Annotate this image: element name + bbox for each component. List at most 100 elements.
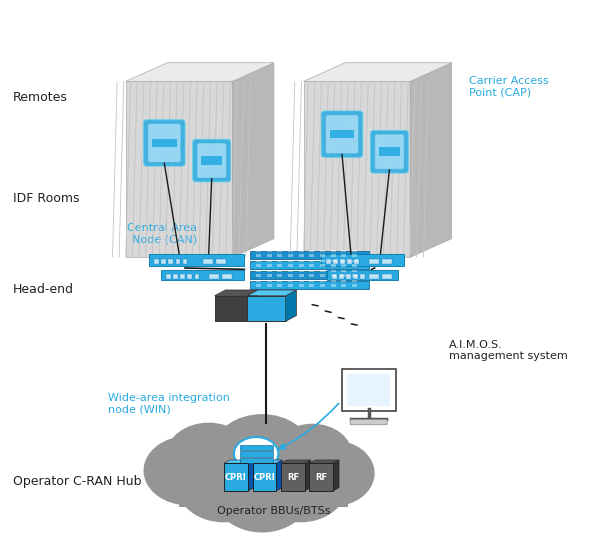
- Bar: [173, 274, 178, 279]
- Bar: [180, 274, 185, 279]
- Bar: [256, 264, 261, 267]
- Bar: [194, 274, 199, 279]
- Bar: [382, 274, 392, 279]
- Polygon shape: [247, 290, 296, 296]
- Bar: [352, 270, 357, 272]
- Polygon shape: [310, 460, 339, 463]
- Bar: [182, 259, 187, 264]
- Text: Operator BBUs/BTSs: Operator BBUs/BTSs: [217, 505, 331, 516]
- Bar: [161, 259, 166, 264]
- Bar: [176, 259, 180, 264]
- Text: IDF Rooms: IDF Rooms: [13, 192, 80, 205]
- FancyBboxPatch shape: [179, 456, 348, 507]
- Bar: [320, 260, 325, 263]
- Bar: [256, 274, 261, 277]
- Polygon shape: [253, 463, 276, 491]
- Bar: [256, 250, 261, 252]
- Bar: [341, 264, 346, 267]
- Bar: [320, 270, 325, 272]
- Bar: [288, 250, 293, 252]
- Bar: [299, 260, 304, 263]
- Ellipse shape: [212, 449, 313, 532]
- FancyBboxPatch shape: [250, 280, 368, 289]
- Polygon shape: [333, 460, 339, 491]
- Ellipse shape: [292, 440, 374, 507]
- Text: Operator C-RAN Hub: Operator C-RAN Hub: [13, 475, 142, 488]
- FancyBboxPatch shape: [193, 139, 230, 182]
- Polygon shape: [410, 63, 452, 257]
- Bar: [267, 260, 272, 263]
- Bar: [353, 274, 358, 279]
- Bar: [341, 260, 346, 263]
- Bar: [256, 270, 261, 272]
- Bar: [201, 157, 223, 165]
- Bar: [222, 274, 232, 279]
- Text: Head-end: Head-end: [13, 283, 74, 296]
- Polygon shape: [304, 81, 410, 257]
- Text: Central Area
Node (CAN): Central Area Node (CAN): [127, 222, 197, 244]
- Polygon shape: [304, 63, 452, 81]
- Bar: [320, 264, 325, 267]
- Text: RF: RF: [287, 473, 299, 481]
- Bar: [331, 270, 335, 272]
- Ellipse shape: [214, 414, 311, 487]
- Bar: [267, 274, 272, 277]
- Bar: [267, 280, 272, 282]
- Bar: [310, 250, 314, 252]
- Polygon shape: [253, 460, 282, 463]
- Text: CPRI: CPRI: [254, 473, 275, 481]
- Bar: [331, 274, 335, 277]
- Bar: [339, 274, 344, 279]
- Polygon shape: [126, 63, 274, 81]
- Text: Wide-area integration
node (WIN): Wide-area integration node (WIN): [108, 393, 230, 415]
- Bar: [299, 250, 304, 252]
- Bar: [277, 250, 282, 252]
- Ellipse shape: [176, 445, 271, 523]
- Polygon shape: [247, 296, 286, 321]
- Bar: [267, 254, 272, 257]
- Polygon shape: [281, 460, 311, 463]
- Bar: [341, 250, 346, 252]
- Bar: [341, 280, 346, 282]
- Bar: [352, 260, 357, 263]
- FancyBboxPatch shape: [321, 254, 404, 266]
- Ellipse shape: [166, 422, 251, 489]
- Bar: [341, 274, 346, 277]
- Bar: [326, 259, 331, 264]
- Text: RF: RF: [315, 473, 328, 481]
- Bar: [256, 254, 261, 257]
- Bar: [341, 254, 346, 257]
- Bar: [256, 260, 261, 263]
- FancyBboxPatch shape: [239, 445, 273, 450]
- Bar: [310, 260, 314, 263]
- Bar: [166, 274, 171, 279]
- FancyBboxPatch shape: [327, 270, 398, 280]
- Bar: [277, 264, 282, 267]
- Bar: [341, 270, 346, 272]
- Polygon shape: [215, 290, 258, 296]
- Bar: [368, 259, 379, 264]
- Bar: [288, 270, 293, 272]
- Bar: [203, 259, 214, 264]
- Bar: [267, 270, 272, 272]
- FancyBboxPatch shape: [350, 420, 387, 425]
- Bar: [320, 280, 325, 282]
- Polygon shape: [310, 463, 333, 491]
- Bar: [379, 147, 400, 156]
- FancyBboxPatch shape: [239, 458, 273, 463]
- Bar: [352, 264, 357, 267]
- Bar: [368, 274, 379, 279]
- Bar: [277, 274, 282, 277]
- FancyBboxPatch shape: [143, 120, 185, 166]
- Bar: [331, 280, 335, 282]
- Bar: [310, 274, 314, 277]
- Bar: [331, 284, 335, 287]
- Bar: [310, 284, 314, 287]
- FancyBboxPatch shape: [250, 260, 368, 269]
- FancyBboxPatch shape: [148, 124, 180, 162]
- Bar: [331, 254, 335, 257]
- Ellipse shape: [143, 436, 232, 505]
- FancyBboxPatch shape: [250, 271, 368, 279]
- Polygon shape: [247, 290, 258, 321]
- Bar: [288, 254, 293, 257]
